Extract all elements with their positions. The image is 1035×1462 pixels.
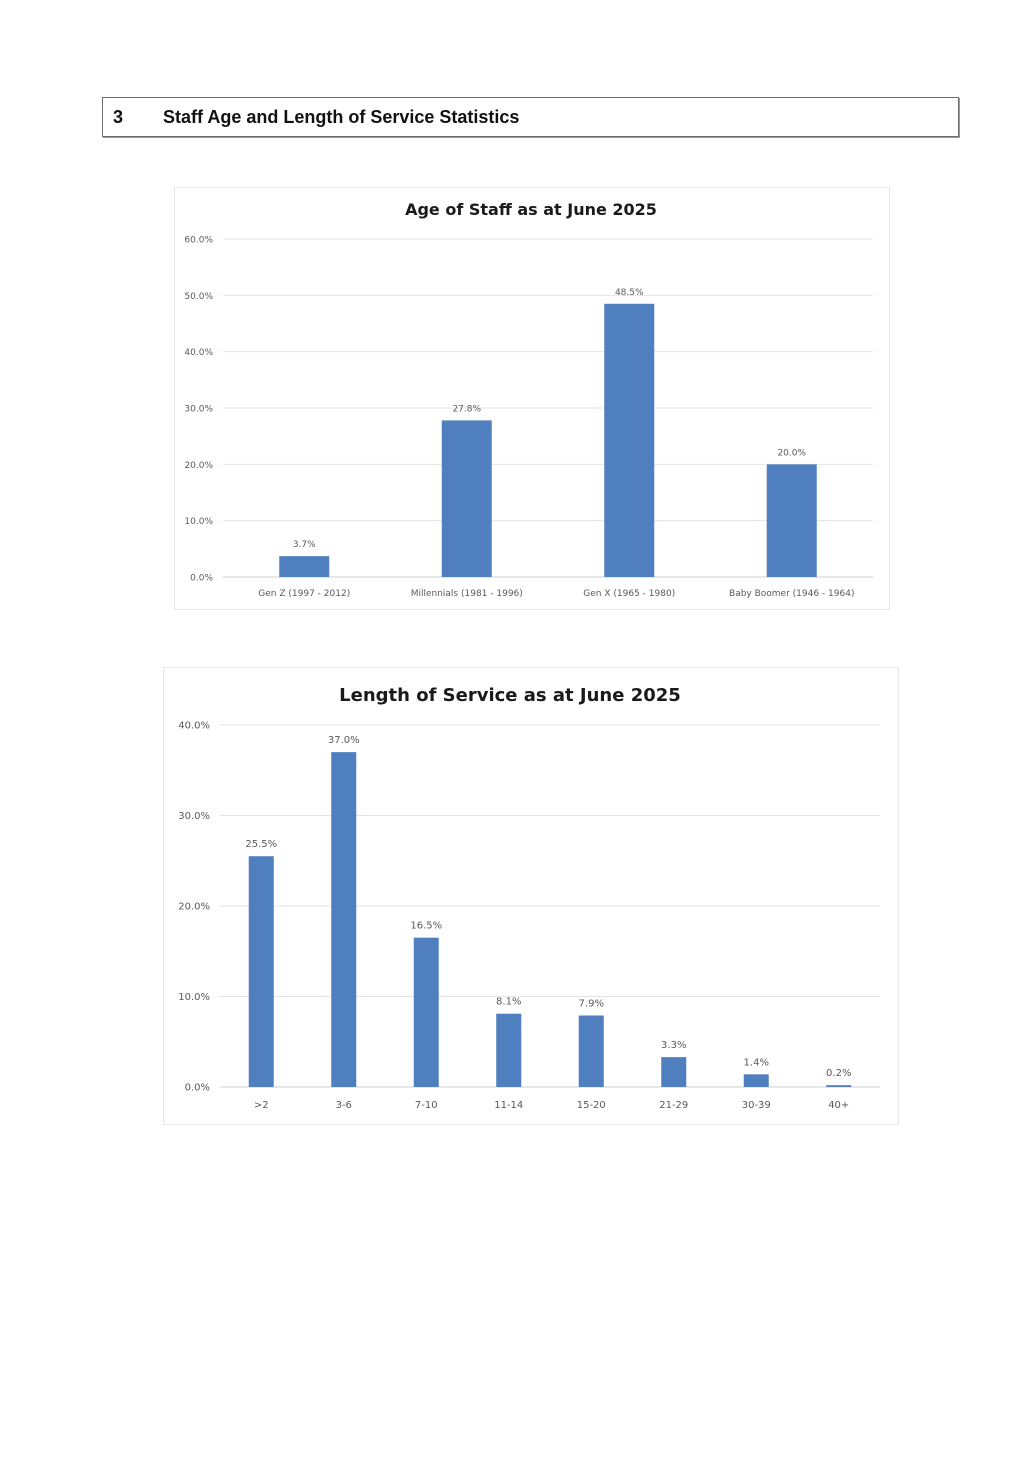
data-label: 20.0% <box>777 448 806 458</box>
data-label: 7.9% <box>579 999 604 1010</box>
bar <box>604 303 655 577</box>
data-label: 27.8% <box>452 404 481 414</box>
section-header: 3 Staff Age and Length of Service Statis… <box>102 97 959 137</box>
y-tick-label: 10.0% <box>184 517 213 527</box>
x-tick-label: 15-20 <box>577 1100 606 1111</box>
data-label: 1.4% <box>744 1057 769 1068</box>
x-tick-label: 40+ <box>828 1100 849 1111</box>
age-chart-frame: Age of Staff as at June 2025 0.0% 10.0% 20… <box>174 187 890 610</box>
y-tick-label: 30.0% <box>184 405 213 415</box>
y-tick-label: 0.0% <box>190 574 213 584</box>
data-label: 25.5% <box>245 839 277 850</box>
bar <box>743 1074 769 1087</box>
section-number: 3 <box>113 106 124 127</box>
y-tick-label: 40.0% <box>178 721 210 732</box>
bar <box>496 1013 522 1087</box>
y-tick-label: 20.0% <box>178 902 210 913</box>
bar <box>248 856 274 1087</box>
x-tick-label: Millennials (1981 - 1996) <box>411 589 523 599</box>
section-title: Staff Age and Length of Service Statisti… <box>163 106 520 127</box>
x-tick-label: 11-14 <box>494 1100 523 1111</box>
x-tick-label: 21-29 <box>659 1100 688 1111</box>
bar <box>441 420 492 577</box>
service-chart: Length of Service as at June 2025 0.0% 10… <box>178 685 880 1111</box>
y-tick-label: 40.0% <box>184 348 213 358</box>
y-tick-label: 10.0% <box>178 992 210 1003</box>
y-tick-label: 20.0% <box>184 461 213 471</box>
bar <box>826 1085 852 1087</box>
x-tick-label: Gen X (1965 - 1980) <box>583 589 675 599</box>
y-tick-label: 50.0% <box>184 292 213 302</box>
data-label: 3.3% <box>661 1040 686 1051</box>
chart-title: Length of Service as at June 2025 <box>339 685 681 706</box>
data-label: 48.5% <box>615 288 644 298</box>
y-tick-label: 0.0% <box>185 1083 210 1094</box>
x-tick-label: Gen Z (1997 - 2012) <box>258 589 350 599</box>
x-tick-label: >2 <box>254 1100 269 1111</box>
data-label: 3.7% <box>293 540 316 550</box>
bar <box>413 937 439 1087</box>
bar <box>331 752 357 1087</box>
bar <box>578 1015 604 1087</box>
y-tick-label: 30.0% <box>178 811 210 822</box>
data-label: 0.2% <box>826 1068 851 1079</box>
x-tick-label: 30-39 <box>742 1100 771 1111</box>
bar <box>766 464 817 577</box>
service-chart-frame: Length of Service as at June 2025 0.0% 10… <box>163 667 899 1125</box>
age-chart: Age of Staff as at June 2025 0.0% 10.0% 20… <box>184 200 873 599</box>
data-label: 8.1% <box>496 997 521 1008</box>
data-label: 37.0% <box>328 735 360 746</box>
y-tick-label: 60.0% <box>184 236 213 246</box>
bar <box>661 1057 687 1087</box>
x-tick-label: 3-6 <box>336 1100 352 1111</box>
chart-title: Age of Staff as at June 2025 <box>405 200 657 219</box>
x-tick-label: 7-10 <box>415 1100 438 1111</box>
data-label: 16.5% <box>410 921 442 932</box>
x-tick-label: Baby Boomer (1946 - 1964) <box>729 589 854 599</box>
bar <box>279 556 330 577</box>
